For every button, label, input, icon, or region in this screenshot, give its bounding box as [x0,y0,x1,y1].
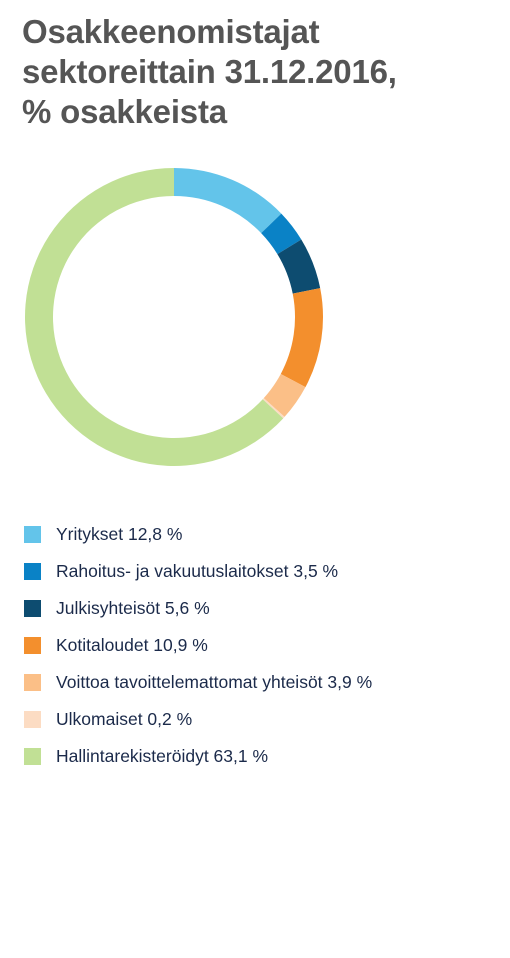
legend-item: Rahoitus- ja vakuutuslaitokset 3,5 % [24,553,372,590]
donut-slice-4 [280,288,323,388]
legend-item: Ulkomaiset 0,2 % [24,701,372,738]
legend-item: Julkisyhteisöt 5,6 % [24,590,372,627]
chart-legend: Yritykset 12,8 % Rahoitus- ja vakuutusla… [24,516,372,775]
donut-slice-1 [174,168,282,234]
legend-label: Yritykset 12,8 % [56,524,183,544]
chart-title-line-1: Osakkeenomistajat [22,13,320,50]
legend-label: Voittoa tavoittelemattomat yhteisöt 3,9 … [56,672,373,692]
legend-swatch [24,674,41,691]
legend-swatch [24,600,41,617]
legend-item: Kotitaloudet 10,9 % [24,627,372,664]
donut-slice-7 [24,168,284,466]
chart-title-line-2: sektoreittain 31.12.2016, [22,53,397,90]
legend-item: Hallintarekisteröidyt 63,1 % [24,738,372,775]
legend-label: Rahoitus- ja vakuutuslaitokset 3,5 % [56,561,339,581]
donut-slice-2 [261,213,302,255]
legend-label: Kotitaloudet 10,9 % [56,635,208,655]
legend-label: Ulkomaiset 0,2 % [56,709,193,729]
legend-label: Hallintarekisteröidyt 63,1 % [56,746,269,766]
donut-slice-6 [262,398,285,419]
legend-swatch [24,526,41,543]
chart-title: Osakkeenomistajat sektoreittain 31.12.20… [22,12,502,132]
donut-slice-3 [277,239,321,294]
chart-title-line-3: % osakkeista [22,93,227,130]
legend-swatch [24,748,41,765]
legend-label: Julkisyhteisöt 5,6 % [56,598,210,618]
legend-swatch [24,711,41,728]
legend-swatch [24,563,41,580]
legend-item: Voittoa tavoittelemattomat yhteisöt 3,9 … [24,664,372,701]
legend-swatch [24,637,41,654]
donut-chart [24,168,323,466]
legend-item: Yritykset 12,8 % [24,516,372,553]
donut-slice-5 [263,373,306,417]
